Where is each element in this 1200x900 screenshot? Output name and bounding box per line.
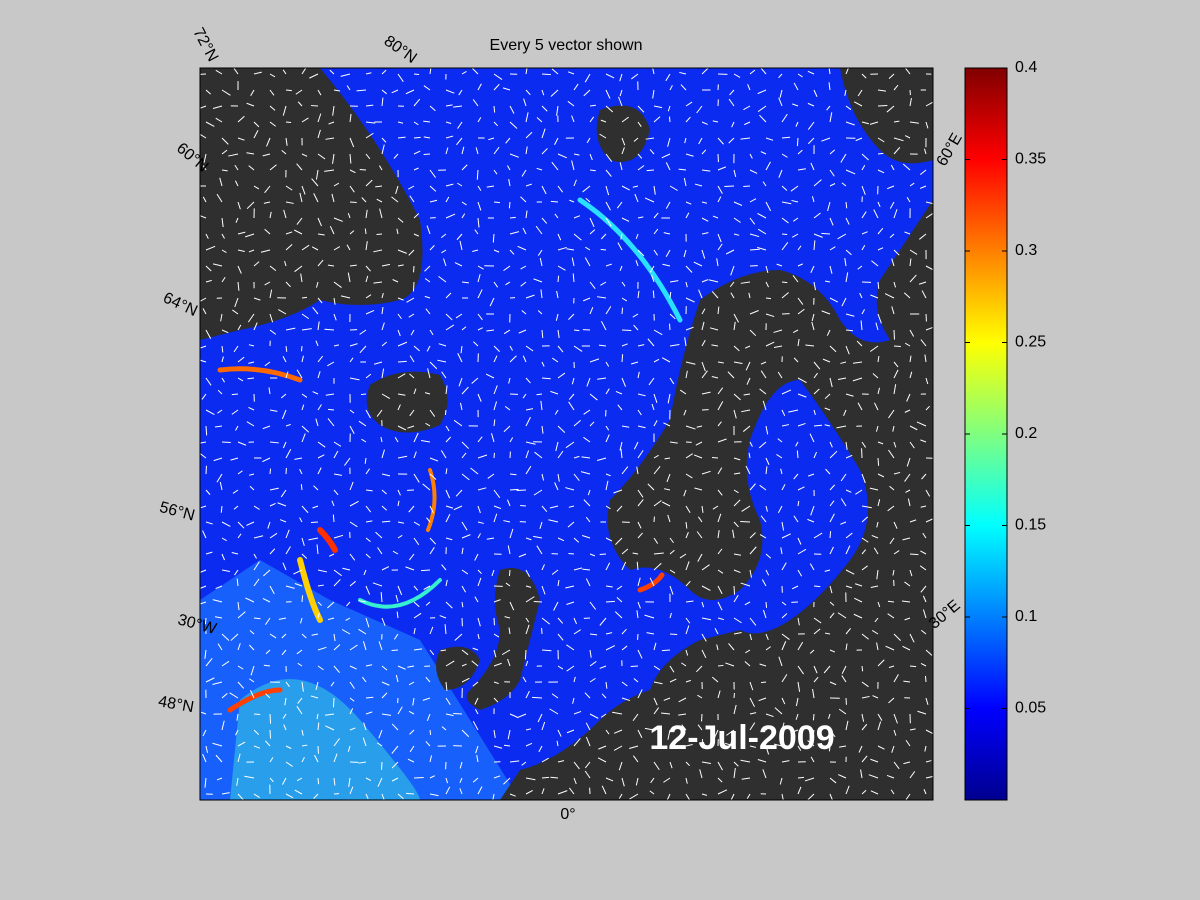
colorbar-tick-label: 0.1	[1015, 608, 1037, 625]
graticule-label: 48°N	[157, 693, 195, 716]
colorbar-tick-label: 0.15	[1015, 517, 1046, 534]
map-title: Every 5 vector shown	[490, 37, 643, 54]
fast-current-area	[230, 679, 420, 800]
map-area	[200, 68, 933, 800]
colorbar-tick-label: 0.35	[1015, 151, 1046, 168]
current-streaks	[217, 197, 683, 713]
graticule-label: 0°	[560, 806, 575, 823]
graticule-label: 60°E	[934, 131, 966, 170]
colorbar-tick-label: 0.05	[1015, 700, 1046, 717]
graticule-label: 80°N	[381, 33, 420, 67]
vectors	[200, 68, 933, 800]
colorbar	[964, 67, 1008, 801]
date-label: 12-Jul-2009	[649, 719, 834, 757]
graticule-label: 64°N	[160, 289, 200, 320]
graticule-label: 72°N	[189, 25, 221, 65]
land	[200, 68, 933, 800]
graticule-label: 56°N	[158, 499, 197, 525]
colorbar-tick-label: 0.25	[1015, 334, 1046, 351]
colorbar-tick-label: 0.4	[1015, 59, 1037, 76]
colorbar-tick-label: 0.2	[1015, 425, 1037, 442]
colorbar-tick-label: 0.3	[1015, 242, 1037, 259]
map-frame	[199, 67, 934, 801]
colorbar-ticks: 0.05 0.1 0.15 0.2 0.25 0.3 0.35 0.4	[965, 59, 1046, 717]
